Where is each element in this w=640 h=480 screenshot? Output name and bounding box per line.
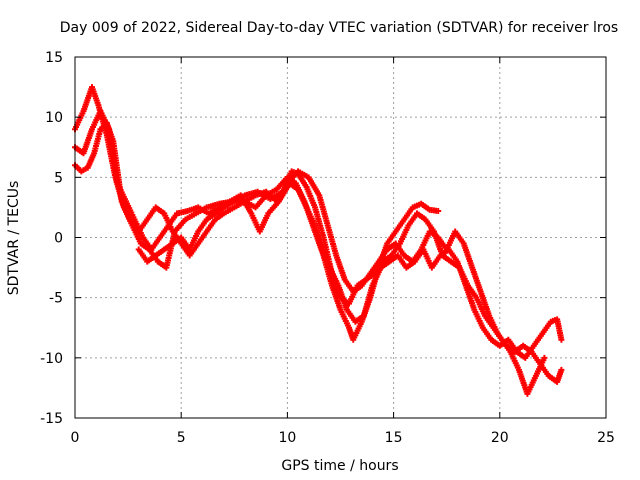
x-tick-label: 15 [385, 430, 403, 446]
y-tick-label: 10 [45, 110, 63, 126]
data-point [558, 366, 565, 373]
y-tick-label: 15 [45, 50, 63, 66]
y-tick-label: -5 [49, 291, 63, 307]
data-point [558, 336, 565, 343]
series-track-1 [72, 84, 548, 397]
grid [75, 57, 606, 418]
y-tick-label: 0 [54, 231, 63, 247]
series-track-4 [135, 174, 565, 361]
x-tick-label: 0 [71, 430, 80, 446]
x-axis-label: GPS time / hours [281, 458, 398, 474]
series-track-3 [72, 120, 565, 385]
y-axis-label: SDTVAR / TECUs [6, 181, 22, 296]
data-point [435, 208, 442, 215]
axes: 0 5 10 15 20 25 -15 -10 -5 0 5 10 15 [40, 50, 615, 446]
y-tick-label: -10 [40, 351, 63, 367]
data-point [541, 354, 548, 361]
series-track-2 [72, 108, 442, 343]
x-tick-label: 10 [278, 430, 296, 446]
x-tick-label: 25 [597, 430, 615, 446]
y-tick-label: -15 [40, 411, 63, 427]
x-tick-label: 20 [491, 430, 509, 446]
y-tick-label: 5 [54, 170, 63, 186]
plot-area [72, 84, 565, 397]
x-tick-label: 5 [177, 430, 186, 446]
chart-title: Day 009 of 2022, Sidereal Day-to-day VTE… [60, 20, 618, 36]
